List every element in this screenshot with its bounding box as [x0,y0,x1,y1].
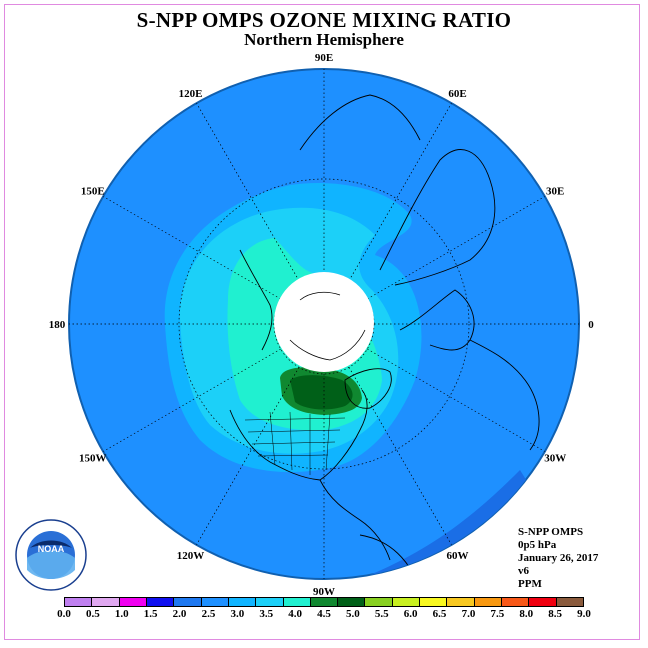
longitude-label: 0 [588,319,594,331]
colorbar-tick-label: 6.0 [403,608,418,620]
figure-title: S-NPP OMPS OZONE MIXING RATIO [136,8,512,32]
longitude-label: 30W [544,453,566,465]
info-date: January 26, 2017 [518,552,599,564]
colorbar-tick-label: 2.5 [201,608,216,620]
longitude-label: 90E [315,52,333,64]
colorbar-tick-label: 0.5 [86,608,100,620]
colorbar-tick-label: 1.0 [114,608,129,620]
colorbar-swatch [64,597,92,607]
colorbar-swatch [446,597,474,607]
colorbar-swatch [91,597,119,607]
colorbar-swatch [391,597,420,607]
colorbar-tick-label: 3.5 [259,608,274,620]
coast-alaska [239,249,273,351]
coast-south-america [359,534,421,579]
longitude-label: 180 [49,319,66,331]
longitude-label: 60W [447,550,469,562]
longitude-label: 120W [177,550,205,562]
colorbar-swatch [473,597,501,607]
coast-arctic [289,291,366,361]
colorbar-tick-label: 4.5 [317,608,331,620]
colorbar-ticks: 0.0 0.5 1.0 1.5 2.0 2.5 3.0 3.5 4.0 4.5 5.0 5.5 6.0 6… [0,608,648,622]
colorbar-tick-label: 2.0 [172,608,187,620]
noaa-logo [15,519,87,591]
colorbar-swatch [337,597,365,607]
colorbar-swatch [145,597,174,607]
colorbar-tick-label: 9.0 [577,608,591,620]
colorbar-tick-label: 3.0 [230,608,245,620]
colorbar-tick-label: 7.5 [490,608,505,620]
contour-5.0-5.5 [290,375,353,410]
colorbar-swatch [118,597,146,607]
colorbar-swatch [200,597,228,607]
coast-east-asia [299,94,421,151]
colorbar-swatch [528,597,556,607]
longitude-label: 150E [81,186,105,198]
longitude-label: 90W [313,586,335,598]
colorbar-swatch [419,597,447,607]
colorbar-tick-label: 4.0 [288,608,302,620]
colorbar-tick-label: 8.0 [519,608,534,620]
coast-africa [469,339,540,451]
longitude-label: 30E [546,186,564,198]
colorbar-tick-label: 5.0 [346,608,360,620]
us-state-lines [244,411,346,475]
info-level: 0p5 hPa [518,539,557,551]
info-instrument: S-NPP OMPS [518,526,584,538]
colorbar-tick-label: 5.5 [374,608,389,620]
colorbar-swatch [255,597,283,607]
colorbar-swatch [501,597,529,607]
coast-asia [379,149,496,286]
longitude-label: 60E [448,88,466,100]
colorbar-tick-label: 6.5 [432,608,447,620]
figure-subtitle: Northern Hemisphere [244,30,404,49]
colorbar-tick-label: 8.5 [548,608,562,620]
info-block: S-NPP OMPS 0p5 hPa January 26, 2017 v6 P… [518,526,598,591]
noaa-logo-text: NOAA [37,544,65,554]
coast-greenland [344,368,392,409]
colorbar-swatch [364,597,392,607]
colorbar-swatch [227,597,256,607]
longitude-label: 150W [79,453,107,465]
parallel-30n [178,178,470,470]
longitude-label: 120E [179,88,203,100]
info-version: v6 [518,565,529,577]
colorbar-swatch [309,597,338,607]
info-units: PPM [518,578,542,590]
colorbar-swatch [555,597,584,607]
colorbar [64,597,584,607]
polar-night-void [274,272,374,372]
colorbar-tick-label: 7.0 [461,608,476,620]
colorbar-swatch [173,597,201,607]
figure-frame [4,4,640,640]
colorbar-swatch [282,597,310,607]
colorbar-tick-label: 1.5 [143,608,158,620]
colorbar-tick-label: 0.0 [57,608,71,620]
coast-central-america [319,479,391,561]
coast-europe [399,289,475,351]
